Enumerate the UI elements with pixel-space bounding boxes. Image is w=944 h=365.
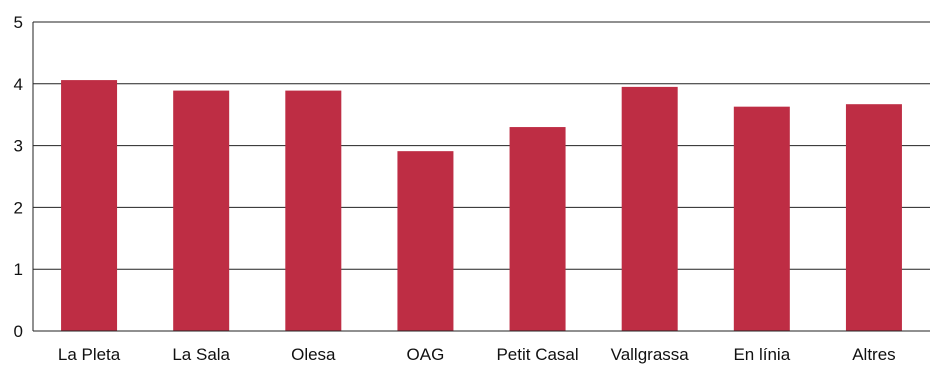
x-category-label: Altres xyxy=(852,345,895,364)
y-tick-label-4: 4 xyxy=(14,75,23,94)
bar-vallgrassa xyxy=(621,86,678,331)
axes xyxy=(32,22,930,332)
bar-olesa xyxy=(285,90,342,332)
y-tick-label-1: 1 xyxy=(14,260,23,279)
x-category-label: Vallgrassa xyxy=(611,345,690,364)
x-category-label: Olesa xyxy=(291,345,336,364)
y-tick-label-5: 5 xyxy=(14,13,23,32)
x-category-labels: La Pleta La Sala Olesa OAG Petit Casal Vallgr… xyxy=(58,345,896,364)
bar-oag xyxy=(397,151,454,331)
y-tick-label-3: 3 xyxy=(14,137,23,156)
y-tick-label-0: 0 xyxy=(14,322,23,341)
x-category-label: La Pleta xyxy=(58,345,121,364)
bar-la-pleta xyxy=(61,80,118,331)
y-tick-label-2: 2 xyxy=(14,198,23,217)
bar-la-sala xyxy=(173,90,230,332)
bar-petit-casal xyxy=(509,127,566,331)
bar-en-línia xyxy=(733,106,790,331)
y-tick-labels: 0 1 2 3 4 5 xyxy=(14,13,23,341)
x-category-label: OAG xyxy=(407,345,445,364)
x-category-label: Petit Casal xyxy=(496,345,578,364)
bars xyxy=(61,80,902,332)
bar-altres xyxy=(845,104,902,331)
x-category-label: La Sala xyxy=(172,345,230,364)
x-category-label: En línia xyxy=(733,345,790,364)
gridlines xyxy=(33,21,930,270)
